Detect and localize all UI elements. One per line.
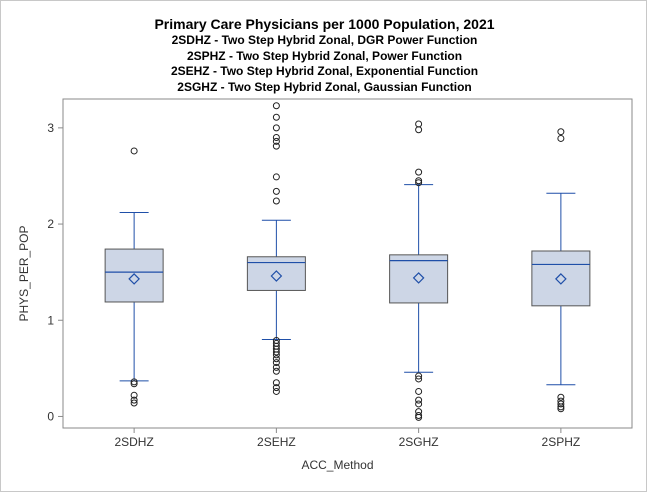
mean-marker [412, 272, 425, 284]
outlier-point [130, 378, 138, 386]
y-tick-label: 3 [47, 121, 54, 135]
outlier-point [557, 128, 565, 136]
plot-area [62, 98, 633, 429]
outlier-point [415, 387, 423, 395]
box-2sghz [389, 120, 449, 421]
mean-marker [270, 270, 283, 282]
outlier-point [130, 396, 138, 404]
outlier-point [272, 367, 280, 375]
outlier-point [272, 137, 280, 145]
outlier-point [272, 387, 280, 395]
x-tick-label: 2SPHZ [542, 435, 581, 449]
outlier-point [272, 355, 280, 363]
x-tick-label: 2SEHZ [257, 435, 296, 449]
outlier-point [557, 400, 565, 408]
outlier-point [272, 351, 280, 359]
chart-subtitle-2: 2SPHZ - Two Step Hybrid Zonal, Power Fun… [186, 48, 463, 63]
boxes-group [104, 102, 591, 421]
outlier-point [272, 173, 280, 181]
mean-marker [555, 273, 567, 285]
iqr-box [104, 248, 164, 303]
box-2sdhz [104, 147, 164, 407]
outlier-point [415, 372, 423, 380]
outlier-point [415, 168, 423, 176]
outlier-point [272, 197, 280, 205]
outlier-point [415, 396, 423, 404]
outlier-point [130, 147, 138, 155]
iqr-box [246, 256, 306, 291]
outlier-point [415, 375, 423, 383]
chart-subtitle-1: 2SDHZ - Two Step Hybrid Zonal, DGR Power… [171, 33, 478, 47]
x-tick-label: 2SDHZ [114, 435, 153, 449]
y-tick-label: 0 [47, 409, 54, 423]
outlier-point [272, 348, 280, 356]
outlier-point [557, 405, 565, 413]
y-axis: 0 1 2 3 [47, 121, 63, 423]
outlier-point [272, 363, 280, 371]
outlier-point [130, 391, 138, 399]
x-axis: 2SDHZ 2SEHZ 2SGHZ 2SPHZ [114, 428, 580, 449]
outlier-point [272, 379, 280, 387]
outlier-point [272, 187, 280, 195]
box-2sphz [531, 128, 591, 413]
outlier-point [557, 134, 565, 142]
outlier-point [272, 113, 280, 121]
iqr-box [531, 250, 591, 307]
outlier-point [415, 126, 423, 134]
iqr-box [389, 254, 449, 304]
outlier-point [272, 359, 280, 367]
mean-marker [128, 273, 140, 285]
x-tick-label: 2SGHZ [399, 435, 439, 449]
outlier-point [557, 393, 565, 401]
outlier-point [272, 124, 280, 132]
outlier-point [415, 411, 423, 419]
outlier-point [272, 102, 280, 110]
chart-subtitle-4: 2SGHZ - Two Step Hybrid Zonal, Gaussian … [177, 79, 472, 94]
box-2sehz [246, 102, 306, 395]
outlier-point [130, 399, 138, 407]
outlier-point [272, 384, 280, 392]
outlier-point [272, 133, 280, 141]
outlier-point [415, 179, 423, 187]
chart-titles: Primary Care Physicians per 1000 Populat… [0, 15, 649, 95]
outlier-point [272, 142, 280, 150]
y-tick-label: 2 [47, 217, 54, 231]
outlier-point [415, 413, 423, 421]
outlier-point [415, 120, 423, 128]
chart-title: Primary Care Physicians per 1000 Populat… [154, 16, 495, 32]
outlier-point [415, 177, 423, 185]
outlier-point [130, 380, 138, 388]
outlier-point [557, 403, 565, 411]
y-tick-label: 1 [47, 313, 54, 327]
y-axis-label: PHYS_PER_POP [17, 225, 31, 321]
chart-subtitle-3: 2SEHZ - Two Step Hybrid Zonal, Exponenti… [170, 64, 479, 78]
x-axis-label: ACC_Method [301, 458, 373, 472]
outlier-point [415, 400, 423, 408]
